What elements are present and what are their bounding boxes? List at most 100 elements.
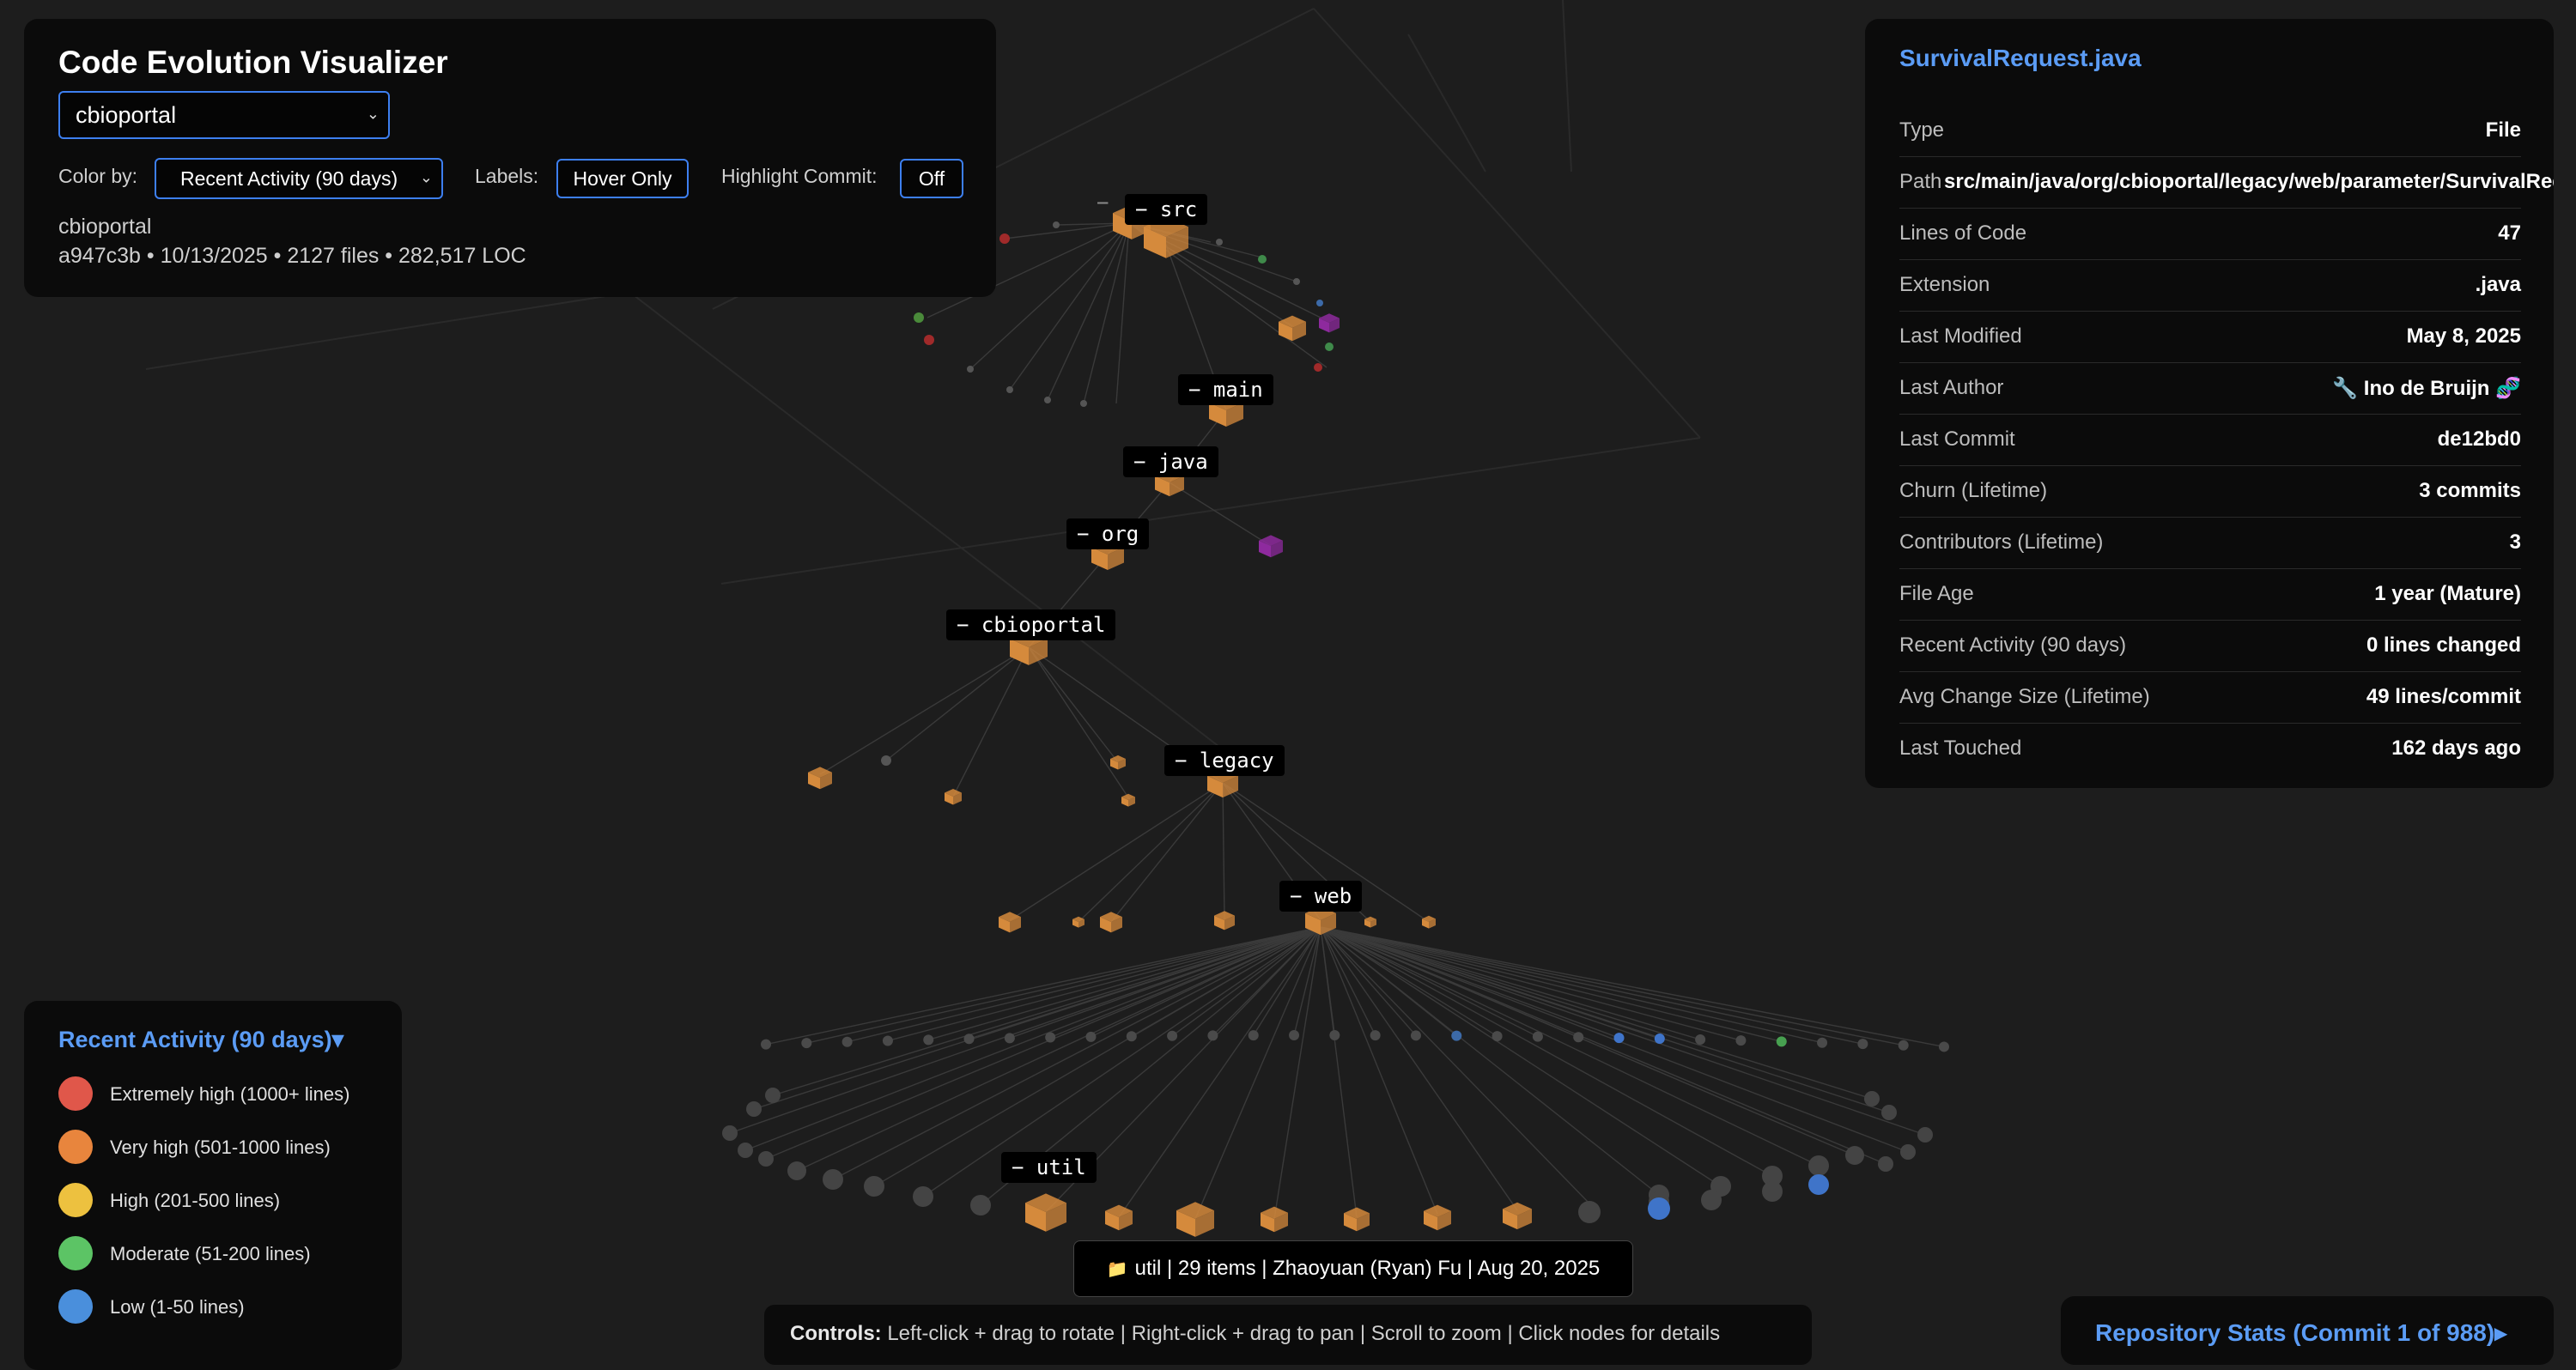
node-label-org[interactable]: − org [1066, 518, 1150, 549]
detail-row-last-modified: Last Modified May 8, 2025 [1899, 311, 2521, 363]
cube-left [999, 917, 1010, 933]
legend-swatch [58, 1130, 93, 1164]
labels-mode-button[interactable]: Hover Only [556, 159, 689, 198]
file-node [1654, 1033, 1665, 1044]
cube-left [1344, 1213, 1357, 1232]
node-label-text: cbioportal [981, 613, 1106, 637]
cube-right [1321, 912, 1336, 936]
file-node [1573, 1032, 1584, 1043]
node-label-main[interactable]: − main [1178, 374, 1273, 405]
app-title: Code Evolution Visualizer [58, 45, 448, 80]
folder-node [808, 767, 832, 790]
cube-left [1259, 540, 1271, 558]
detail-value: src/main/java/org/cbioportal/legacy/web/… [1944, 170, 2554, 193]
file-node [1325, 342, 1334, 351]
folder-node [1319, 313, 1340, 333]
tree-edge [1320, 926, 1820, 1167]
detail-key: Churn (Lifetime) [1899, 479, 2048, 502]
node-label-util[interactable]: − util [1001, 1152, 1097, 1183]
file-node [1053, 221, 1060, 228]
detail-value: 3 commits [2419, 479, 2521, 502]
node-label-text: util [1036, 1155, 1086, 1179]
cube-left [1010, 639, 1029, 665]
node-label-cbioportal[interactable]: − cbioportal [946, 609, 1116, 640]
node-label-text: web [1314, 884, 1352, 908]
repo-select[interactable]: cbioportal ⌄ [58, 91, 390, 139]
collapse-glyph: − [1133, 450, 1146, 474]
labels-mode-value: Hover Only [573, 167, 672, 190]
cube-left [1214, 915, 1224, 931]
cube-left [1424, 1210, 1437, 1231]
detail-key: Avg Change Size (Lifetime) [1899, 685, 2150, 708]
repo-select-value: cbioportal [76, 101, 177, 128]
node-label-legacy[interactable]: − legacy [1164, 745, 1285, 776]
tree-edge [1320, 926, 1498, 1037]
folder-node [1259, 535, 1283, 558]
tree-edge [969, 222, 1130, 370]
detail-value: 3 [2509, 530, 2521, 554]
file-node [746, 1101, 762, 1117]
file-node [1878, 1156, 1893, 1172]
cube-top [1259, 535, 1283, 546]
detail-row-extension: Extension .java [1899, 259, 2521, 312]
cube-right [1224, 915, 1235, 931]
node-label-src[interactable]: − src [1125, 194, 1208, 225]
file-details-panel: SurvivalRequest.java Type File Path src/ma… [1865, 19, 2554, 788]
chevron-down-icon[interactable]: ▾ [331, 1027, 344, 1052]
color-by-select[interactable]: Recent Activity (90 days) ⌄ [155, 158, 443, 199]
tree-nodes[interactable] [722, 204, 1949, 1237]
file-node [1917, 1127, 1933, 1143]
file-node [841, 1036, 853, 1047]
cube-left [808, 772, 820, 790]
cube-left [1100, 917, 1111, 933]
detail-value: 0 lines changed [2366, 633, 2521, 657]
detail-value: 49 lines/commit [2366, 685, 2521, 708]
node-label-java[interactable]: − java [1123, 446, 1218, 477]
file-node [1167, 1030, 1178, 1041]
tree-edge [819, 646, 1030, 775]
file-node [1898, 1040, 1909, 1051]
file-node [1532, 1031, 1543, 1042]
repo-meta: a947c3b • 10/13/2025 • 2127 files • 282,… [58, 244, 526, 268]
tree-edge [1320, 926, 1856, 1156]
detail-row-recent-activity: Recent Activity (90 days) 0 lines changed [1899, 620, 2521, 672]
detail-row-contributors: Contributors (Lifetime) 3 [1899, 517, 2521, 569]
tree-edge [1009, 222, 1130, 391]
file-node [1006, 386, 1013, 393]
legend-title-text: Recent Activity (90 days) [58, 1027, 332, 1052]
cube-left [1025, 1203, 1046, 1232]
file-node [1370, 1030, 1381, 1041]
chevron-right-icon[interactable]: ▸ [2494, 1319, 2507, 1346]
legend-title[interactable]: Recent Activity (90 days)▾ [58, 1027, 343, 1053]
file-node [1316, 300, 1323, 306]
repository-stats-title[interactable]: Repository Stats (Commit 1 of 988)▸ [2095, 1318, 2506, 1347]
detail-key: Lines of Code [1899, 221, 2027, 245]
file-node [1451, 1030, 1462, 1041]
folder-node [1364, 916, 1376, 928]
tree-edge [1320, 926, 1773, 1177]
tree-edge [1273, 926, 1321, 1220]
chevron-down-icon: ⌄ [366, 105, 380, 123]
tree-edge [1078, 782, 1224, 923]
color-by-value: Recent Activity (90 days) [180, 167, 398, 190]
file-node [1293, 278, 1300, 285]
cube-right [1329, 318, 1340, 333]
collapse-glyph: − [1188, 378, 1201, 402]
detail-row-last-commit: Last Commit de12bd0 [1899, 414, 2521, 466]
cube-left [1207, 775, 1223, 798]
file-node [1207, 1030, 1218, 1041]
cube-right [1517, 1209, 1532, 1230]
cube-right [1029, 639, 1048, 665]
tree-edge [1320, 926, 1417, 1036]
folder-node [1209, 395, 1243, 427]
repository-stats-panel[interactable]: Repository Stats (Commit 1 of 988)▸ [2061, 1296, 2554, 1365]
collapse-glyph: − [1097, 191, 1109, 215]
highlight-commit-toggle[interactable]: Off [900, 159, 963, 198]
file-node [1126, 1031, 1137, 1042]
cube-left [1261, 1212, 1274, 1233]
folder-node [1100, 912, 1122, 933]
cube-left [1364, 918, 1370, 928]
cube-right [1226, 403, 1243, 427]
node-label-web[interactable]: − web [1279, 881, 1363, 912]
